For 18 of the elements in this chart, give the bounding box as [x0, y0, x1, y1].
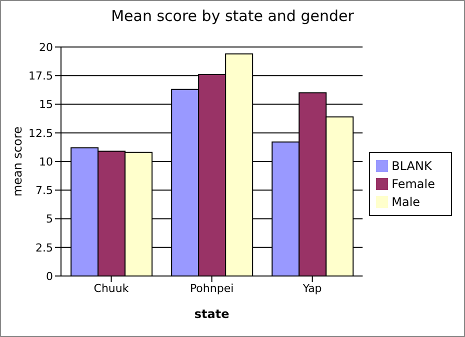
y-tick-label: 15 — [39, 98, 53, 112]
y-tick-label: 17.5 — [28, 70, 53, 83]
x-tick-label: Yap — [302, 282, 322, 295]
chart-title: Mean score by state and gender — [110, 7, 355, 25]
y-tick-label: 10 — [39, 155, 53, 168]
y-tick-label: 12.5 — [28, 126, 53, 140]
legend-label: Male — [392, 194, 420, 208]
y-tick-label: 20 — [39, 40, 53, 54]
x-tick-label: Chuuk — [94, 282, 130, 295]
y-tick-label: 7.5 — [36, 184, 53, 198]
legend-label: BLANK — [392, 158, 432, 172]
y-tick-label: 5 — [46, 212, 53, 226]
y-tick-label: 0 — [46, 270, 53, 283]
x-axis-title: state — [194, 307, 230, 321]
y-tick-label: 2.5 — [36, 241, 53, 254]
x-tick-label: Pohnpei — [190, 282, 234, 295]
y-axis-title: mean score — [10, 126, 24, 197]
legend-label: Female — [392, 176, 435, 190]
